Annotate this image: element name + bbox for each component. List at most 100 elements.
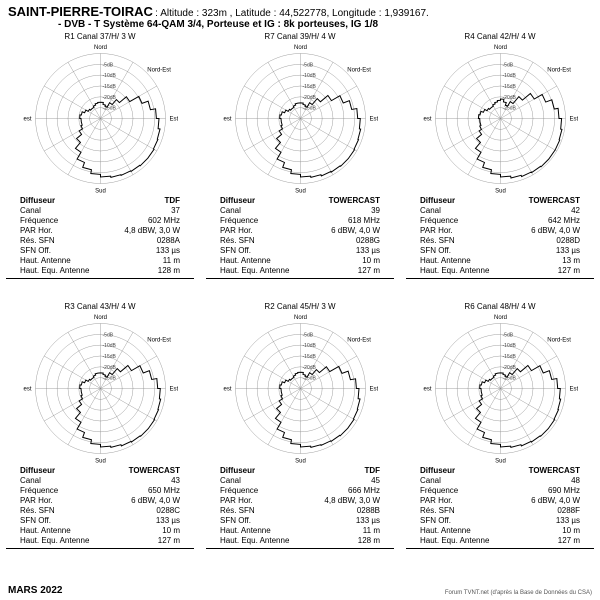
svg-text:-20dB: -20dB [302, 365, 316, 371]
info-val: 127 m [158, 536, 180, 546]
info-val: 128 m [358, 536, 380, 546]
info-row: Haut. Equ. Antenne 127 m [220, 266, 380, 276]
polar-chart: -5dB-10dB-15dB-20dB-25dBNordEstSudOuestN… [423, 311, 578, 466]
info-key: Fréquence [420, 216, 458, 226]
info-key: Rés. SFN [220, 506, 255, 516]
info-key: Canal [420, 206, 441, 216]
svg-text:-20dB: -20dB [102, 365, 116, 371]
svg-text:Est: Est [169, 117, 178, 123]
info-key: PAR Hor. [20, 496, 53, 506]
info-key: Haut. Equ. Antenne [420, 536, 489, 546]
svg-text:Sud: Sud [295, 189, 306, 195]
info-val: 4,8 dBW, 3,0 W [324, 496, 380, 506]
info-row: PAR Hor. 4,8 dBW, 3,0 W [220, 496, 380, 506]
info-val: 43 [171, 476, 180, 486]
svg-text:-20dB: -20dB [302, 95, 316, 101]
svg-text:-5dB: -5dB [502, 62, 513, 68]
panel-separator [206, 548, 394, 549]
info-block: Diffuseur TDF Canal 37 Fréquence 602 MHz… [20, 196, 180, 276]
info-row: PAR Hor. 6 dBW, 4,0 W [20, 496, 180, 506]
panel-title: R6 Canal 48/H/ 4 W [464, 302, 535, 311]
info-row: Rés. SFN 0288C [20, 506, 180, 516]
panel-separator [6, 548, 194, 549]
info-key: Haut. Antenne [220, 256, 271, 266]
info-row: SFN Off. 133 µs [20, 246, 180, 256]
info-row: Fréquence 602 MHz [20, 216, 180, 226]
svg-text:Est: Est [369, 387, 378, 393]
info-row: PAR Hor. 6 dBW, 4,0 W [420, 496, 580, 506]
info-key: Haut. Antenne [420, 526, 471, 536]
info-key: Diffuseur [220, 466, 255, 476]
info-val: TDF [164, 196, 180, 206]
svg-text:Ouest: Ouest [23, 387, 32, 393]
info-val: 133 µs [356, 516, 380, 526]
svg-text:Nord: Nord [293, 45, 306, 51]
svg-text:-15dB: -15dB [502, 354, 516, 360]
panel-separator [406, 548, 594, 549]
info-val: 133 µs [156, 516, 180, 526]
info-row: Fréquence 666 MHz [220, 486, 380, 496]
info-key: PAR Hor. [20, 226, 53, 236]
info-val: 128 m [158, 266, 180, 276]
footer-date: MARS 2022 [8, 585, 62, 596]
polar-chart: -5dB-10dB-15dB-20dB-25dBNordEstSudOuestN… [223, 41, 378, 196]
svg-text:-5dB: -5dB [302, 62, 313, 68]
info-row: PAR Hor. 6 dBW, 4,0 W [420, 226, 580, 236]
info-val: TOWERCAST [529, 466, 580, 476]
svg-text:Nord-Est: Nord-Est [147, 338, 171, 344]
info-row: Canal 39 [220, 206, 380, 216]
svg-text:-15dB: -15dB [502, 84, 516, 90]
info-val: 666 MHz [348, 486, 380, 496]
svg-text:Nord-Est: Nord-Est [147, 68, 171, 74]
info-key: Diffuseur [20, 196, 55, 206]
info-val: 10 m [362, 256, 380, 266]
chart-grid: R1 Canal 37/H/ 3 W -5dB -10dB -15dB -20dB -2… [0, 30, 600, 570]
svg-text:Sud: Sud [495, 189, 506, 195]
info-block: Diffuseur TDF Canal 45 Fréquence 666 MHz… [220, 466, 380, 546]
info-val: 133 µs [156, 246, 180, 256]
svg-text:-10dB: -10dB [502, 343, 516, 349]
info-row: Canal 37 [20, 206, 180, 216]
info-row: Diffuseur TDF [220, 466, 380, 476]
info-key: Fréquence [420, 486, 458, 496]
info-key: Canal [420, 476, 441, 486]
svg-text:Nord: Nord [93, 45, 106, 51]
info-val: 6 dBW, 4,0 W [331, 226, 380, 236]
info-val: 42 [571, 206, 580, 216]
panel: R2 Canal 45/H/ 3 W -5dB-10dB-15dB-20dB-2… [200, 300, 400, 570]
info-val: 133 µs [556, 246, 580, 256]
info-val: 127 m [558, 536, 580, 546]
panel-title: R1 Canal 37/H/ 3 W [64, 32, 135, 41]
info-val: 650 MHz [148, 486, 180, 496]
info-key: Rés. SFN [420, 506, 455, 516]
svg-text:Ouest: Ouest [423, 387, 432, 393]
svg-text:-10dB: -10dB [302, 73, 316, 79]
panel: R4 Canal 42/H/ 4 W -5dB-10dB-15dB-20dB-2… [400, 30, 600, 300]
info-val: 6 dBW, 4,0 W [531, 226, 580, 236]
info-key: SFN Off. [20, 516, 51, 526]
info-row: Canal 45 [220, 476, 380, 486]
svg-text:Sud: Sud [495, 459, 506, 465]
svg-text:-10dB: -10dB [302, 343, 316, 349]
info-key: Fréquence [220, 486, 258, 496]
svg-text:Nord: Nord [493, 315, 506, 321]
info-row: Haut. Equ. Antenne 127 m [20, 536, 180, 546]
header: SAINT-PIERRE-TOIRAC : Altitude : 323m , … [0, 0, 600, 30]
info-key: PAR Hor. [220, 226, 253, 236]
info-val: 602 MHz [148, 216, 180, 226]
info-key: Diffuseur [420, 196, 455, 206]
info-row: Haut. Equ. Antenne 128 m [20, 266, 180, 276]
svg-text:Est: Est [369, 117, 378, 123]
info-row: Diffuseur TOWERCAST [220, 196, 380, 206]
info-row: Fréquence 650 MHz [20, 486, 180, 496]
info-row: Canal 42 [420, 206, 580, 216]
svg-text:-15dB: -15dB [102, 84, 116, 90]
info-key: Haut. Equ. Antenne [20, 266, 89, 276]
info-val: TOWERCAST [129, 466, 180, 476]
info-key: Canal [220, 206, 241, 216]
svg-text:Nord-Est: Nord-Est [347, 68, 371, 74]
svg-text:Ouest: Ouest [423, 117, 432, 123]
info-row: PAR Hor. 4,8 dBW, 3,0 W [20, 226, 180, 236]
info-key: Diffuseur [220, 196, 255, 206]
info-val: 618 MHz [348, 216, 380, 226]
